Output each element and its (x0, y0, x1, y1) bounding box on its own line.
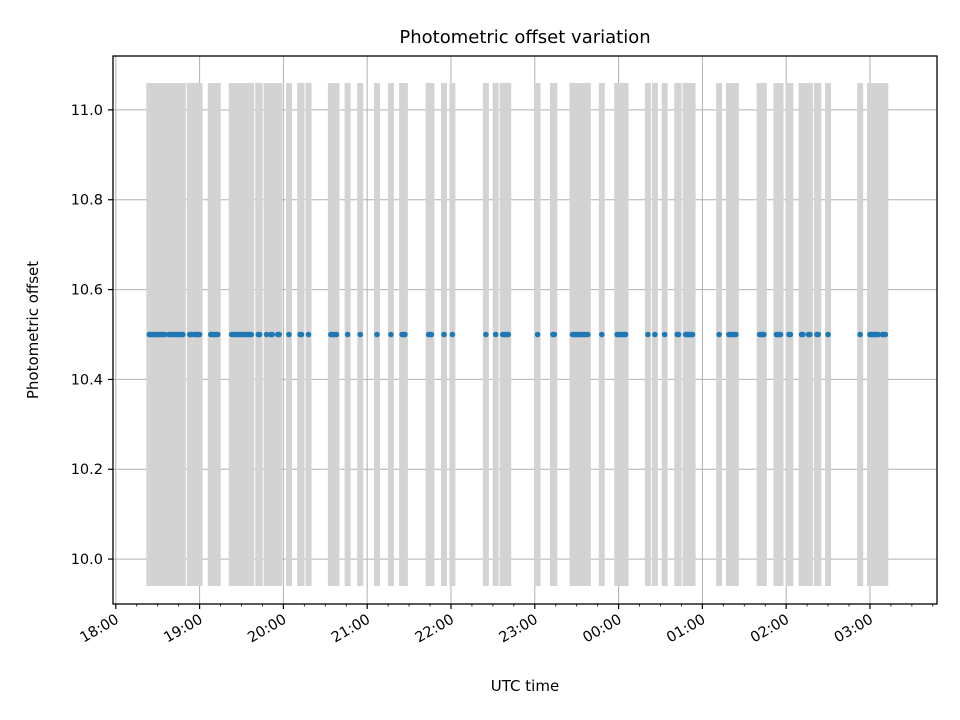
data-point (402, 331, 408, 338)
data-point (286, 331, 292, 338)
y-axis: 10.0 10.2 10.4 10.6 10.8 11.0 (71, 103, 113, 568)
plot-frame (112, 55, 938, 605)
data-points (146, 331, 889, 338)
y-tick-label: 10.6 (71, 283, 103, 299)
data-point (357, 331, 364, 338)
data-point (599, 331, 605, 338)
data-point (428, 331, 435, 338)
data-point (248, 331, 255, 338)
data-point (551, 331, 558, 338)
data-point (585, 331, 591, 338)
data-point (716, 331, 722, 338)
data-point (298, 331, 305, 338)
data-point (645, 331, 651, 338)
data-point (196, 331, 203, 338)
y-tick-label: 10.2 (71, 462, 103, 478)
data-point (388, 331, 394, 338)
data-point (483, 331, 489, 338)
data-point (800, 331, 806, 338)
data-point (269, 331, 276, 338)
data-point (661, 331, 668, 338)
data-point (441, 331, 447, 338)
x-axis-label: UTC time (491, 677, 559, 695)
data-point (875, 331, 882, 338)
data-point (492, 331, 499, 338)
data-point (263, 331, 270, 338)
data-point (857, 331, 863, 338)
data-point (882, 331, 889, 338)
data-point (333, 331, 340, 338)
data-point (825, 331, 831, 338)
data-point (733, 331, 739, 338)
data-point (276, 331, 282, 338)
data-point (787, 331, 794, 338)
data-point (622, 331, 629, 338)
data-point (534, 331, 541, 338)
data-point (161, 331, 168, 338)
data-point (675, 331, 682, 338)
data-point (256, 331, 263, 338)
data-point (180, 331, 186, 338)
data-point (505, 331, 512, 338)
data-point (344, 331, 351, 338)
data-point (652, 331, 658, 338)
y-axis-label: Photometric offset (24, 261, 42, 399)
data-point (815, 331, 822, 338)
data-point (305, 331, 312, 338)
data-point (374, 331, 380, 338)
data-point (214, 331, 221, 338)
y-tick-label: 10.0 (71, 552, 103, 568)
chart-title: Photometric offset variation (399, 27, 650, 48)
y-tick-label: 11.0 (71, 103, 103, 119)
data-point (449, 331, 456, 338)
data-point (689, 331, 696, 338)
y-tick-label: 10.8 (71, 193, 103, 209)
data-point (761, 331, 767, 338)
data-point (777, 331, 784, 338)
data-point (807, 331, 813, 338)
y-tick-label: 10.4 (71, 372, 103, 388)
